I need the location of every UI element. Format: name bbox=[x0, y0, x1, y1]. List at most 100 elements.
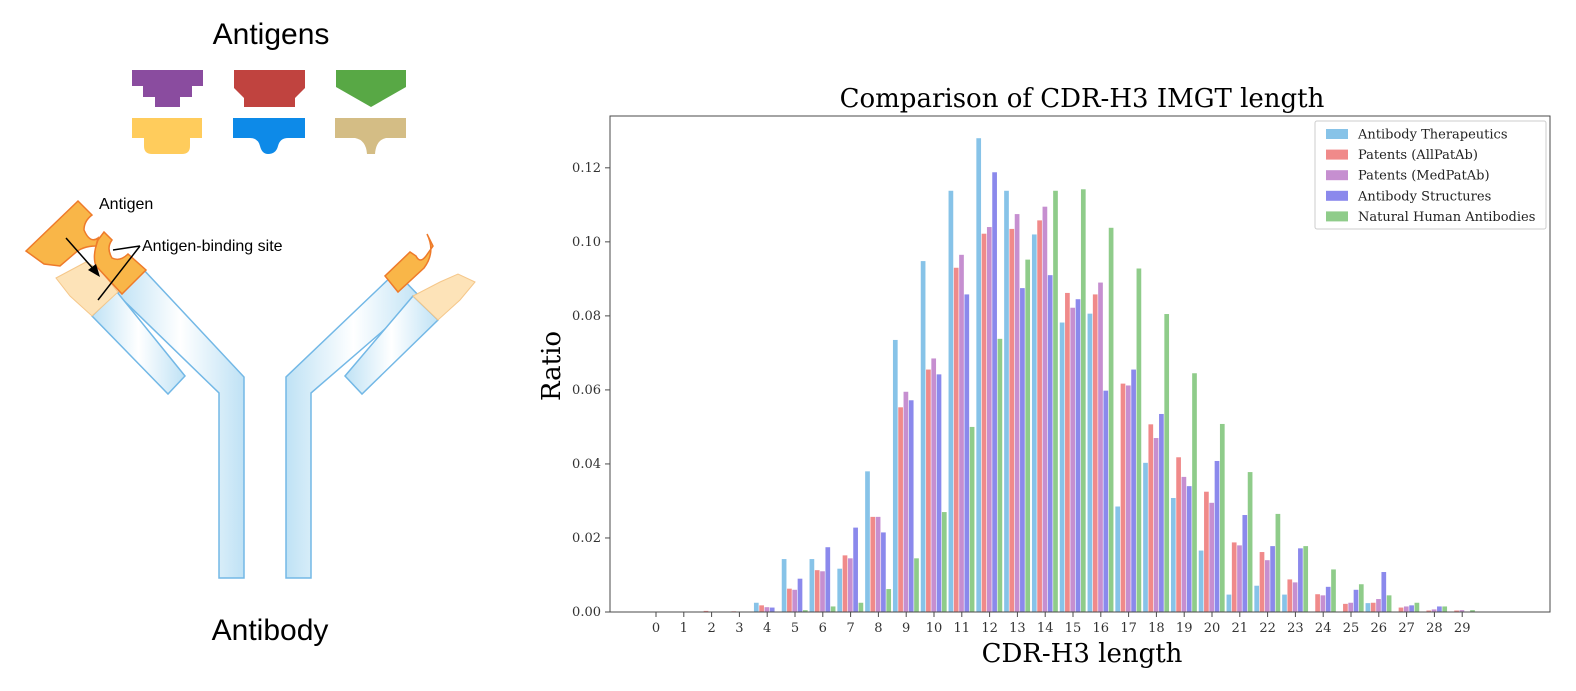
bar bbox=[903, 391, 909, 612]
y-tick-label: 0.00 bbox=[572, 605, 601, 620]
x-tick-label: 15 bbox=[1065, 621, 1082, 636]
bar bbox=[1331, 569, 1336, 612]
legend-swatch bbox=[1326, 170, 1348, 181]
binding-arrow bbox=[65, 237, 97, 273]
bar bbox=[1103, 390, 1109, 612]
x-tick-label: 20 bbox=[1204, 621, 1221, 636]
bar bbox=[914, 558, 919, 612]
bar bbox=[1247, 472, 1253, 612]
cdr-h3-length-chart-panel: Comparison of CDR-H3 IMGT length CDR-H3 … bbox=[530, 70, 1570, 680]
x-tick-label: 11 bbox=[954, 621, 971, 636]
antigen-yellow bbox=[132, 118, 202, 154]
bar bbox=[898, 407, 903, 612]
y-tick-label: 0.12 bbox=[572, 161, 601, 176]
x-tick-label: 23 bbox=[1287, 621, 1304, 636]
bar bbox=[1381, 572, 1387, 612]
bar bbox=[1398, 607, 1404, 612]
bar bbox=[1270, 546, 1275, 612]
bar bbox=[809, 559, 815, 612]
bar bbox=[941, 512, 947, 612]
bar bbox=[892, 339, 898, 612]
light-variable-left bbox=[55, 261, 119, 317]
bar bbox=[1292, 582, 1298, 612]
bar bbox=[781, 559, 787, 612]
x-tick-label: 17 bbox=[1120, 621, 1137, 636]
bar bbox=[1303, 546, 1309, 612]
bar bbox=[1320, 595, 1326, 612]
bar bbox=[1370, 602, 1376, 612]
bar bbox=[802, 610, 808, 612]
bar bbox=[953, 267, 959, 612]
x-tick-label: 29 bbox=[1454, 621, 1471, 636]
legend-label: Patents (AllPatAb) bbox=[1358, 148, 1478, 163]
bar bbox=[1365, 603, 1371, 612]
x-tick-label: 26 bbox=[1371, 621, 1388, 636]
bar bbox=[1125, 385, 1131, 612]
bar bbox=[959, 254, 964, 612]
binding-site-pointer bbox=[97, 245, 141, 301]
bar bbox=[853, 527, 858, 612]
bar bbox=[1004, 190, 1009, 612]
bar bbox=[1009, 228, 1015, 612]
bar bbox=[1409, 605, 1414, 612]
bar bbox=[814, 570, 820, 612]
bar bbox=[1325, 586, 1331, 612]
bar bbox=[1115, 506, 1121, 612]
legend-label: Antibody Structures bbox=[1357, 189, 1491, 204]
y-tick-label: 0.02 bbox=[572, 531, 601, 546]
bar bbox=[1053, 190, 1058, 612]
bar bbox=[1437, 606, 1442, 612]
bar bbox=[792, 589, 798, 612]
bar bbox=[703, 610, 709, 612]
bar bbox=[1153, 438, 1159, 612]
bar bbox=[753, 602, 759, 612]
bar bbox=[1159, 413, 1164, 612]
x-axis-label: CDR-H3 length bbox=[982, 639, 1183, 669]
bar bbox=[842, 555, 848, 612]
x-tick-label: 8 bbox=[874, 621, 882, 636]
bar bbox=[830, 606, 836, 612]
bar bbox=[1108, 227, 1114, 613]
y-tick-label: 0.04 bbox=[572, 457, 601, 472]
x-tick-label: 14 bbox=[1037, 621, 1054, 636]
bar bbox=[1204, 491, 1209, 612]
x-tick-label: 3 bbox=[735, 621, 743, 636]
antigen-tan bbox=[335, 118, 406, 154]
antibody-diagram: Antigens A bbox=[24, 18, 476, 647]
bar bbox=[1136, 268, 1142, 612]
bar bbox=[1282, 594, 1287, 612]
bar bbox=[1237, 545, 1242, 612]
x-tick-label: 21 bbox=[1232, 621, 1249, 636]
x-tick-label: 2 bbox=[707, 621, 715, 636]
x-tick-label: 7 bbox=[846, 621, 854, 636]
antigen-blue bbox=[233, 118, 305, 154]
bar bbox=[1143, 462, 1148, 612]
x-tick-label: 16 bbox=[1093, 621, 1110, 636]
bar-chart: Comparison of CDR-H3 IMGT length CDR-H3 … bbox=[537, 84, 1551, 669]
bar bbox=[1042, 206, 1048, 612]
bar bbox=[1025, 259, 1031, 612]
bar bbox=[1376, 599, 1381, 612]
antibody-title: Antibody bbox=[212, 614, 329, 647]
bar bbox=[1120, 383, 1126, 612]
bar bbox=[1014, 214, 1020, 612]
light-variable-right bbox=[412, 273, 476, 321]
antigens-title: Antigens bbox=[213, 18, 330, 51]
bar bbox=[936, 374, 942, 612]
bar bbox=[787, 588, 792, 612]
bar bbox=[1020, 288, 1025, 612]
bar bbox=[969, 426, 975, 612]
x-tick-label: 9 bbox=[902, 621, 910, 636]
bar bbox=[1275, 513, 1281, 612]
bar bbox=[858, 602, 864, 612]
bar bbox=[1298, 548, 1303, 612]
bar bbox=[1219, 423, 1225, 612]
bar bbox=[1059, 322, 1065, 612]
bar bbox=[1264, 560, 1270, 612]
bar bbox=[948, 190, 954, 612]
x-tick-label: 6 bbox=[819, 621, 827, 636]
y-axis-label: Ratio bbox=[537, 331, 567, 401]
bar bbox=[997, 338, 1003, 612]
bar bbox=[920, 261, 926, 612]
bar bbox=[1454, 610, 1459, 612]
